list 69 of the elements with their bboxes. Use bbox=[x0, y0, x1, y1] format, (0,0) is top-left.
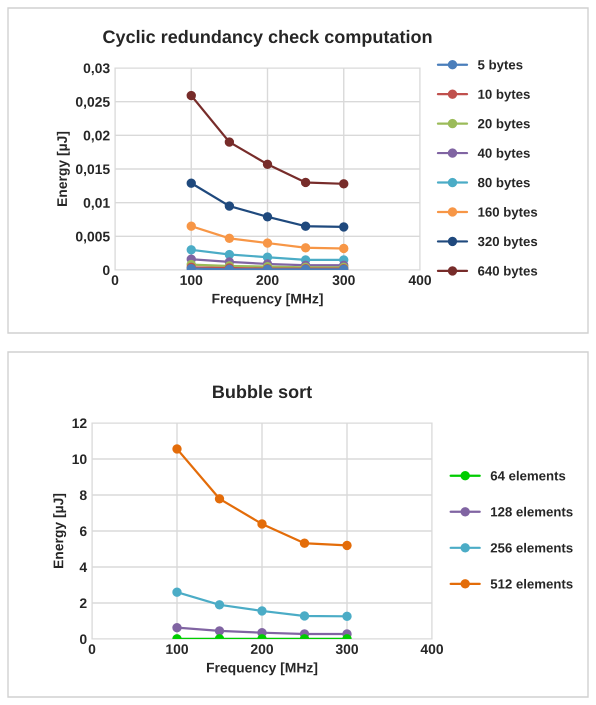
y-tick-label: 12 bbox=[72, 418, 87, 428]
legend-label: 80 bytes bbox=[478, 178, 530, 190]
y-tick-label: 4 bbox=[80, 562, 88, 572]
x-tick-label: 100 bbox=[180, 275, 202, 286]
x-tick-label: 0 bbox=[112, 275, 118, 286]
point bbox=[214, 626, 224, 636]
point bbox=[262, 212, 272, 222]
point bbox=[342, 540, 352, 550]
x-tick-label: 300 bbox=[336, 644, 358, 654]
x-axis-title: Frequency [MHz] bbox=[212, 293, 323, 306]
legend-label: 256 elements bbox=[490, 542, 573, 553]
y-tick-label: 2 bbox=[80, 598, 87, 608]
y-tick-label: 0,015 bbox=[76, 164, 110, 176]
point bbox=[186, 90, 196, 100]
y-tick-label: 0,03 bbox=[84, 63, 110, 76]
legend-label: 5 bytes bbox=[478, 60, 522, 72]
x-tick-label: 100 bbox=[166, 644, 188, 654]
y-tick-label: 0 bbox=[102, 265, 110, 276]
point bbox=[257, 606, 267, 616]
point bbox=[224, 137, 234, 147]
legend-label: 20 bytes bbox=[478, 118, 530, 131]
point bbox=[300, 611, 310, 621]
point bbox=[339, 222, 348, 232]
x-tick-label: 400 bbox=[408, 275, 432, 286]
y-tick-label: 8 bbox=[80, 490, 87, 500]
point bbox=[172, 588, 182, 597]
legend-label: 640 bytes bbox=[478, 266, 538, 278]
point bbox=[262, 238, 272, 248]
point bbox=[257, 519, 267, 529]
point bbox=[214, 494, 224, 504]
point bbox=[300, 243, 310, 252]
point bbox=[172, 444, 182, 454]
legend-label: 512 elements bbox=[490, 578, 573, 589]
point bbox=[339, 244, 348, 254]
point bbox=[214, 600, 224, 610]
y-axis-title: Energy [µJ] bbox=[56, 132, 70, 206]
point bbox=[300, 222, 310, 231]
point bbox=[186, 245, 196, 254]
legend-label: 10 bytes bbox=[478, 89, 530, 102]
y-tick-label: 0,005 bbox=[76, 232, 110, 244]
point bbox=[342, 612, 352, 622]
y-tick-label: 0,02 bbox=[84, 130, 110, 143]
point bbox=[339, 179, 348, 188]
point bbox=[300, 538, 310, 548]
x-tick-label: 400 bbox=[420, 644, 444, 654]
chart-title: Bubble sort bbox=[213, 384, 312, 398]
point bbox=[224, 201, 234, 211]
x-axis-title: Frequency [MHz] bbox=[206, 662, 318, 676]
point bbox=[262, 160, 272, 169]
chart-title: Cyclic redundancy check computation bbox=[103, 30, 432, 47]
legend-label: 320 bytes bbox=[478, 236, 538, 249]
y-tick-label: 10 bbox=[72, 454, 87, 464]
legend-label: 64 elements bbox=[490, 470, 566, 480]
y-tick-label: 0,025 bbox=[76, 97, 110, 109]
point bbox=[186, 222, 196, 231]
legend-label: 128 elements bbox=[491, 506, 573, 517]
legend-label: 40 bytes bbox=[478, 148, 530, 160]
point bbox=[224, 234, 234, 244]
point bbox=[172, 622, 182, 632]
x-tick-label: 200 bbox=[250, 644, 274, 654]
y-tick-label: 0 bbox=[80, 634, 87, 644]
x-tick-label: 300 bbox=[332, 275, 355, 286]
point bbox=[186, 178, 196, 188]
y-tick-label: 0,01 bbox=[84, 198, 110, 210]
x-tick-label: 200 bbox=[256, 275, 279, 286]
legend-label: 160 bytes bbox=[478, 207, 538, 220]
point bbox=[300, 178, 310, 188]
y-axis-title: Energy [µJ] bbox=[53, 494, 66, 568]
y-tick-label: 6 bbox=[80, 526, 87, 536]
